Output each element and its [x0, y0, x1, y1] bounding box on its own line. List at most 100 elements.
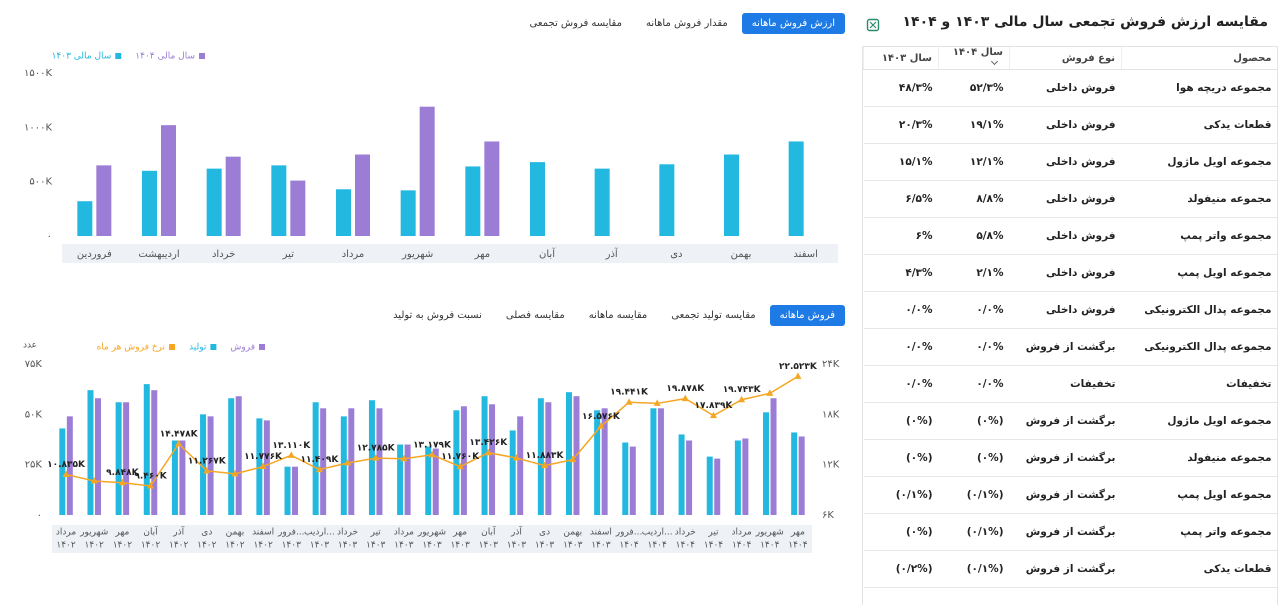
data-label: ۱۱.۷۷۶K [244, 452, 283, 462]
table-cell: مجموعه واتر پمپ [1121, 217, 1277, 255]
bar [355, 154, 370, 236]
y-axis-label: عدد [23, 341, 37, 351]
data-label: ۱۷.۸۳۹K [695, 401, 734, 411]
legend-label: سال مالی ۱۴۰۳ [52, 52, 112, 62]
line-marker [766, 389, 774, 396]
data-label: ۱۱.۷۶۰K [441, 452, 480, 462]
x-tick-label: مرداد [56, 528, 76, 538]
line-marker [118, 478, 126, 486]
line-marker [287, 451, 295, 458]
tab[interactable]: مقایسه تولید تجمعی [671, 310, 756, 321]
table-cell: قطعات یدکی [1121, 550, 1277, 588]
table-row: مجموعه منیفولد فروش داخلی ۸/۸% ۶/۵% [863, 180, 1277, 218]
column-header: سال ۱۴۰۳ [863, 47, 939, 70]
line-marker [597, 422, 605, 429]
y-tick-label: ۶K [822, 510, 834, 521]
bar [228, 398, 235, 515]
table-row: قطعات یدکی فروش داخلی ۱۹/۱% ۲۰/۳% [863, 106, 1277, 144]
table-cell: (۰/۱%) [938, 513, 1010, 551]
sort-icon[interactable] [990, 57, 999, 66]
bar [629, 446, 636, 515]
table-cell: (۰/۲%) [863, 550, 939, 588]
x-tick-label: اردیب... [304, 528, 335, 538]
table-cell: (۰/۱%) [938, 550, 1010, 588]
tab[interactable]: ارزش فروش ماهانه [741, 13, 845, 34]
legend-label: نرخ فروش هر ماه [97, 343, 165, 353]
y-tick-label: ۲۴K [822, 359, 840, 370]
table-cell: مجموعه پدال الکترونیکی [1121, 328, 1277, 366]
bar [312, 402, 319, 515]
bar [66, 416, 73, 515]
y-tick-label: ۰ [47, 231, 52, 242]
y-tick-label: ۱۰۰۰K [24, 122, 52, 133]
x-tick-label: فرور... [615, 528, 643, 538]
bar [763, 412, 770, 515]
column-header[interactable]: سال ۱۴۰۴ [938, 47, 1010, 70]
table-cell: ۰/۰% [863, 291, 939, 329]
table-cell: برگشت از فروش [1009, 402, 1122, 440]
table-body: مجموعه دریچه هوا فروش داخلی ۵۲/۳% ۴۸/۳% قطعا… [863, 69, 1277, 588]
bar [340, 416, 347, 515]
table-cell: برگشت از فروش [1009, 439, 1122, 477]
bar [650, 408, 657, 515]
x-tick-label: بهمن [731, 249, 752, 260]
bar [601, 408, 608, 515]
bar [376, 408, 383, 515]
x-tick-label: بهمن [563, 528, 582, 538]
y-tick-label: ۵۰۰K [29, 177, 52, 188]
bar [657, 408, 664, 515]
table-cell: فروش داخلی [1009, 254, 1122, 292]
x-tick-label: تیر [707, 528, 719, 538]
x-tick-label: خرداد [212, 249, 235, 260]
legend-swatch [210, 344, 217, 350]
bar [96, 165, 112, 236]
x-tick-label: آبان [143, 526, 158, 538]
bar [791, 432, 798, 515]
data-label: ۱۶.۵۷۶K [582, 412, 621, 422]
bar [115, 402, 122, 515]
bar [143, 384, 150, 515]
bar [292, 466, 299, 515]
table-row: مجموعه دریچه هوا فروش داخلی ۵۲/۳% ۴۸/۳% [863, 69, 1277, 107]
x-tick-year: ۱۴۰۲ [169, 541, 189, 551]
tab[interactable]: مقایسه فروش تجمعی [529, 18, 622, 29]
tab[interactable]: مقایسه ماهانه [588, 310, 648, 321]
table-row: مجموعه واتر پمپ برگشت از فروش (۰/۱%) (۰%) [863, 513, 1277, 551]
data-label: ۱۰.۸۳۵K [47, 460, 86, 470]
table-cell: تخفیفات [1009, 365, 1122, 403]
table-cell: ۴۸/۳% [863, 69, 939, 107]
bar [594, 168, 610, 236]
table-cell: ۰/۰% [938, 328, 1010, 366]
y-tick-label: ۲۵K [25, 460, 43, 471]
data-label: ۱۲.۷۸۵K [357, 444, 396, 454]
bar [706, 456, 713, 515]
x-tick-year: ۱۴۰۳ [591, 541, 611, 551]
bar [320, 408, 327, 515]
line-marker [653, 399, 661, 406]
table-cell: مجموعه اویل پمپ [1121, 476, 1277, 514]
tab[interactable]: نسبت فروش به تولید [393, 310, 482, 321]
bar [489, 404, 496, 515]
x-tick-label: شهریور [79, 528, 108, 538]
line-marker [175, 439, 183, 447]
bar [460, 406, 467, 515]
table-cell: ۵۲/۳% [938, 69, 1010, 107]
x-tick-year: ۱۴۰۳ [450, 541, 470, 551]
top-tabs: ارزش فروش ماهانه مقدار فروش ماهانه مقایسه … [520, 13, 845, 34]
bar [481, 396, 488, 515]
table-cell: مجموعه دریچه هوا [1121, 69, 1277, 107]
x-tick-year: ۱۴۰۴ [676, 541, 696, 551]
tab[interactable]: فروش ماهانه [769, 305, 845, 326]
x-tick-year: ۱۴۰۳ [563, 541, 583, 551]
tab[interactable]: مقایسه فصلی [505, 310, 565, 321]
bar [225, 156, 241, 236]
tab[interactable]: مقدار فروش ماهانه [645, 18, 728, 29]
x-tick-label: مرداد [731, 528, 751, 538]
bar [142, 170, 157, 236]
table-cell: ۱۹/۱% [938, 106, 1010, 144]
x-tick-label: آبان [481, 526, 496, 538]
table-cell: فروش داخلی [1009, 143, 1122, 181]
line-marker [738, 395, 746, 403]
table-cell: ۶/۵% [863, 180, 939, 218]
export-icon[interactable] [866, 18, 880, 32]
